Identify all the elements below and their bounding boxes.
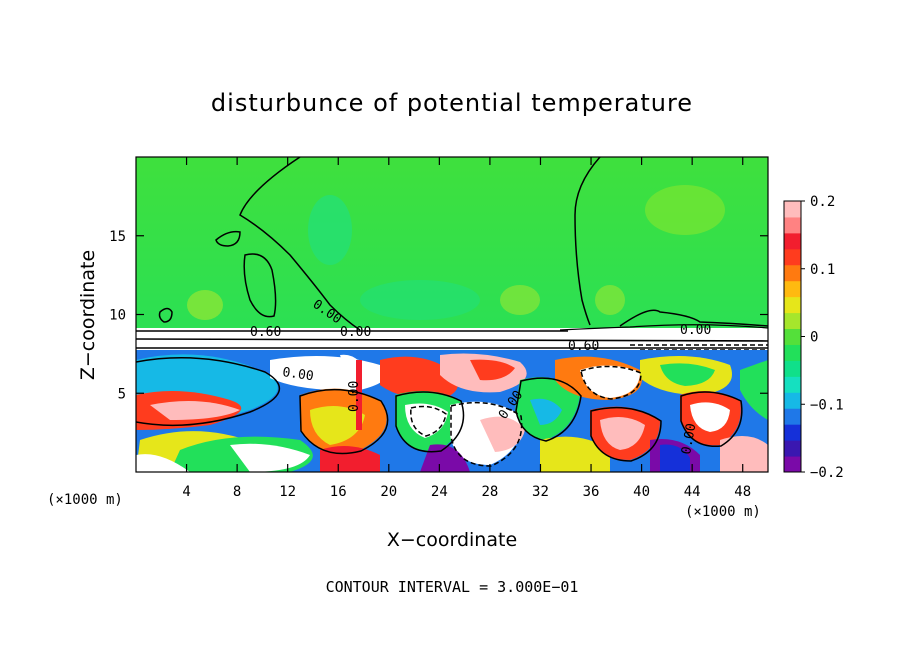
field-patch bbox=[595, 285, 625, 315]
contour-label: 0.00 bbox=[281, 365, 314, 384]
upper-contours bbox=[158, 157, 768, 331]
field-patch bbox=[187, 290, 223, 320]
colorbar-tick-label: −0.1 bbox=[810, 397, 844, 413]
colorbar-swatch bbox=[784, 280, 801, 298]
x-tick-label: 36 bbox=[583, 484, 600, 500]
colorbar-tick-label: 0.2 bbox=[810, 194, 835, 210]
x-tick-label: 32 bbox=[532, 484, 549, 500]
y-tick-label: 10 bbox=[109, 308, 126, 324]
colorbar-swatch bbox=[784, 201, 801, 218]
band-edge-contour bbox=[559, 324, 768, 331]
colorbar-tick-label: 0.1 bbox=[810, 262, 835, 278]
x-tick-label: 44 bbox=[684, 484, 701, 500]
x-tick-label: 16 bbox=[330, 484, 347, 500]
y-tick-label: 15 bbox=[109, 229, 126, 245]
x-axis-unit-right: (×1000 m) bbox=[685, 504, 761, 520]
contour-label: 0.00 bbox=[680, 323, 711, 338]
lower-contours bbox=[136, 357, 743, 467]
colorbar-tick-label: −0.2 bbox=[810, 465, 844, 481]
contour-label: 0.00 bbox=[347, 381, 362, 412]
colorbar-swatch bbox=[784, 264, 801, 282]
x-axis-unit-left: (×1000 m) bbox=[47, 492, 123, 508]
colorbar-tick-label: 0 bbox=[810, 330, 818, 346]
colorbar-swatch bbox=[784, 424, 801, 441]
colorbar-swatch bbox=[784, 312, 801, 330]
x-axis-label: X−coordinate bbox=[387, 529, 517, 551]
colorbar-swatch bbox=[784, 392, 801, 409]
field-patch bbox=[645, 185, 725, 235]
colorbar-swatch bbox=[784, 296, 801, 314]
colorbar-swatch bbox=[784, 344, 801, 361]
field-patch bbox=[500, 285, 540, 315]
x-tick-label: 24 bbox=[431, 484, 448, 500]
turbulence-blobs bbox=[136, 353, 768, 472]
tropopause-band bbox=[136, 328, 768, 350]
band-edge-contour bbox=[136, 330, 768, 349]
x-tick-label: 28 bbox=[481, 484, 498, 500]
contour-label: 0.60 bbox=[568, 339, 599, 354]
colorbar-swatch bbox=[784, 456, 801, 473]
y-tick-label: 5 bbox=[118, 386, 126, 402]
y-axis: 5 10 15 bbox=[109, 229, 768, 402]
x-tick-label: 4 bbox=[182, 484, 190, 500]
contour-label: 0.00 bbox=[340, 325, 371, 340]
contour-interval-note: CONTOUR INTERVAL = 3.000E−01 bbox=[326, 578, 579, 596]
field-patch bbox=[360, 280, 480, 320]
plot-area bbox=[136, 157, 768, 472]
colorbar: 0.2 0.1 0 −0.1 −0.2 bbox=[783, 194, 844, 481]
x-axis: 4 8 12 16 20 24 28 32 36 40 44 48 bbox=[182, 157, 751, 500]
colorbar-swatch bbox=[784, 408, 801, 425]
y-axis-label: Z−coordinate bbox=[77, 250, 99, 380]
x-tick-label: 12 bbox=[279, 484, 296, 500]
colorbar-swatch bbox=[784, 232, 801, 250]
chart-title: disturbunce of potential temperature bbox=[211, 89, 693, 117]
colorbar-swatch bbox=[784, 376, 801, 393]
x-tick-label: 48 bbox=[734, 484, 751, 500]
contour-label: 0.60 bbox=[250, 325, 281, 340]
x-tick-label: 40 bbox=[633, 484, 650, 500]
colorbar-swatch bbox=[784, 248, 801, 266]
x-tick-label: 20 bbox=[380, 484, 397, 500]
contour-label: 0.00 bbox=[679, 422, 699, 455]
colorbar-swatch bbox=[784, 328, 801, 345]
field-patch bbox=[308, 195, 352, 265]
colorbar-swatch bbox=[784, 440, 801, 457]
x-tick-label: 8 bbox=[233, 484, 241, 500]
colorbar-swatch bbox=[784, 216, 801, 234]
colorbar-swatch bbox=[784, 360, 801, 377]
